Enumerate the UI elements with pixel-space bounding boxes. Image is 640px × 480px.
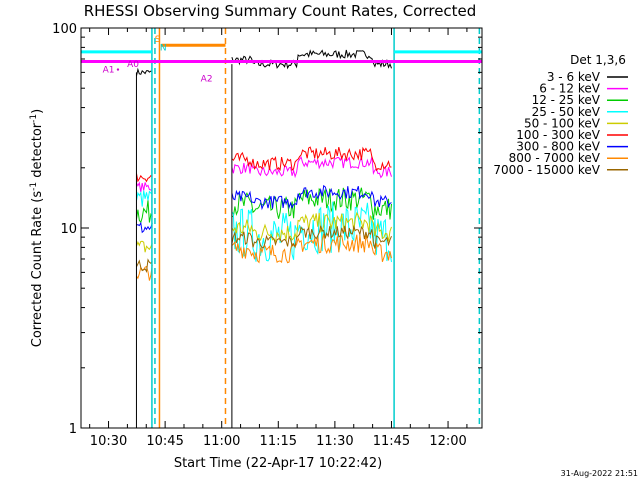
series-25-50-kev	[136, 190, 392, 263]
series-line	[231, 155, 392, 179]
series-line	[136, 181, 153, 193]
y-axis-label: Corrected Count Rate (s-1 detector-1)	[29, 109, 45, 347]
series-line	[136, 264, 153, 281]
legend-label: 25 - 50 keV	[532, 105, 601, 119]
x-tick-label: 10:45	[146, 434, 183, 449]
series-line	[136, 200, 153, 224]
series-100-300-kev	[136, 146, 392, 183]
series-50-100-kev	[136, 211, 392, 253]
annotation-n: N	[160, 44, 167, 54]
series-300-800-kev	[136, 184, 392, 234]
x-tick-label: 11:30	[316, 434, 353, 449]
chart-title: RHESSI Observing Summary Count Rates, Co…	[84, 2, 477, 20]
legend-label: 300 - 800 keV	[516, 140, 600, 154]
legend-title: Det 1,3,6	[570, 53, 626, 67]
series-line	[136, 67, 153, 76]
legend-label: 800 - 7000 keV	[509, 151, 601, 165]
x-tick-label: 12:00	[429, 434, 466, 449]
series-3-6-kev	[136, 49, 392, 76]
y-label-part: )	[30, 109, 45, 114]
y-label-part: Corrected Count Rate (s	[30, 191, 45, 348]
series-line	[231, 187, 392, 220]
y-tick-label: 1	[69, 422, 77, 437]
legend-label: 100 - 300 keV	[516, 128, 600, 142]
legend-label: 6 - 12 keV	[539, 82, 601, 96]
y-tick-label: 100	[52, 22, 77, 37]
series-line	[136, 258, 153, 273]
x-tick-label: 11:15	[260, 434, 297, 449]
x-tick-label: 10:30	[90, 434, 127, 449]
series-line	[231, 184, 392, 211]
series-line	[136, 173, 153, 183]
legend-label: 7000 - 15000 keV	[493, 163, 600, 177]
series-800-7000-kev	[136, 233, 392, 281]
axis-layer: 10:30 10:45 11:00 11:15 11:30 11:45 12:00 1 10 10…	[52, 22, 482, 449]
series-line	[136, 240, 153, 253]
x-tick-label: 11:45	[373, 434, 410, 449]
y-label-exp: -1	[29, 182, 39, 191]
series-12-25-kev	[136, 187, 392, 224]
series-line	[231, 146, 392, 172]
annotation-dot	[116, 68, 120, 71]
series-line	[231, 49, 392, 70]
x-tick-label: 11:00	[203, 434, 240, 449]
series-line	[231, 201, 392, 263]
legend-label: 12 - 25 keV	[532, 93, 601, 107]
data-layer	[136, 49, 392, 281]
legend-label: 3 - 6 keV	[547, 70, 601, 84]
y-label-exp: -1	[29, 114, 39, 123]
y-label-part: detector	[30, 122, 45, 182]
y-tick-label: 10	[60, 222, 77, 237]
annotation-s: S	[155, 35, 161, 45]
timestamp: 31-Aug-2022 21:51	[561, 469, 638, 478]
series-7000-15000-kev	[136, 225, 392, 273]
series-line	[231, 233, 392, 264]
annotation-a1: A1	[103, 65, 115, 75]
annotation-a2: A2	[201, 75, 213, 85]
series-line	[136, 190, 153, 207]
series-line	[231, 211, 392, 243]
series-6-12-kev	[136, 155, 392, 193]
legend-label: 50 - 100 keV	[524, 116, 601, 130]
x-axis-label: Start Time (22-Apr-17 10:22:42)	[174, 456, 382, 471]
series-line	[231, 225, 392, 249]
annotation-a0: A0	[127, 60, 139, 70]
series-line	[136, 221, 153, 234]
